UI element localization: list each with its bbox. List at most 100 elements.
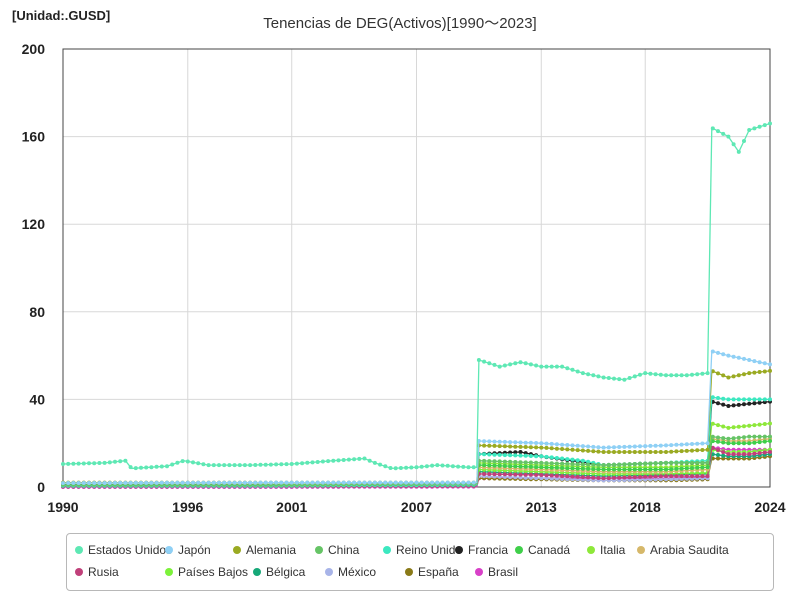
legend-item-arabia-saudita[interactable]: Arabia Saudita xyxy=(637,543,729,557)
legend-label: España xyxy=(418,565,459,579)
legend-item-rusia[interactable]: Rusia xyxy=(75,565,119,579)
data-point-estados-unidos xyxy=(430,463,435,468)
chart-title: Tenencias de DEG(Activos)[1990～2023] xyxy=(263,15,537,32)
data-point-rusia xyxy=(570,474,575,479)
data-point-alemania xyxy=(638,450,642,454)
data-point-estados-unidos xyxy=(185,459,190,464)
data-point-japon xyxy=(191,480,195,485)
data-point-canada xyxy=(752,440,757,445)
data-point-japon xyxy=(263,480,268,485)
data-point-china xyxy=(539,460,544,465)
data-point-china xyxy=(606,462,611,467)
legend-label: Alemania xyxy=(246,543,297,557)
legend-item-paises-bajos[interactable]: Países Bajos xyxy=(165,565,248,579)
legend-item-china[interactable]: China xyxy=(315,543,359,557)
data-point-china xyxy=(757,434,762,439)
data-point-china xyxy=(492,459,497,464)
data-point-reino-unido xyxy=(508,453,513,458)
data-point-japon xyxy=(320,480,325,485)
legend-item-canada[interactable]: Canadá xyxy=(515,543,570,557)
data-point-alemania xyxy=(502,444,507,449)
legend-label: Estados Unidos xyxy=(88,543,173,557)
legend-item-reino-unido[interactable]: Reino Unido xyxy=(383,543,462,557)
data-point-china xyxy=(565,461,570,466)
data-point-estados-unidos xyxy=(326,459,331,464)
x-tick-label: 1990 xyxy=(47,499,78,515)
data-point-estados-unidos xyxy=(492,362,497,367)
data-point-japon xyxy=(726,353,731,358)
data-point-estados-unidos xyxy=(716,129,720,134)
data-point-alemania xyxy=(586,448,591,453)
data-point-estados-unidos xyxy=(627,376,632,380)
legend-marker xyxy=(75,568,83,576)
legend-item-estados-unidos[interactable]: Estados Unidos xyxy=(75,543,172,557)
data-point-china xyxy=(586,462,591,467)
data-point-china xyxy=(596,462,601,467)
data-point-japon xyxy=(336,480,341,485)
data-point-rusia xyxy=(721,450,726,455)
data-point-alemania xyxy=(508,444,513,449)
data-point-china xyxy=(508,459,513,464)
data-point-reino-unido xyxy=(497,452,502,457)
data-point-rusia xyxy=(508,472,513,477)
data-point-china xyxy=(710,434,715,439)
data-point-rusia xyxy=(544,473,549,478)
data-point-japon xyxy=(487,439,492,444)
data-point-reino-unido xyxy=(768,397,772,402)
data-point-japon xyxy=(61,481,65,486)
data-point-estados-unidos xyxy=(466,465,471,470)
data-point-china xyxy=(487,459,492,464)
data-point-mexico xyxy=(648,477,653,482)
data-point-canada xyxy=(617,467,622,472)
data-point-reino-unido xyxy=(523,453,528,458)
data-point-canada xyxy=(679,466,684,471)
data-point-reino-unido xyxy=(580,458,585,463)
data-point-estados-unidos xyxy=(97,461,102,465)
data-point-japon xyxy=(679,442,684,447)
data-point-japon xyxy=(471,480,476,485)
legend-item-italia[interactable]: Italia xyxy=(587,543,625,557)
legend-marker xyxy=(165,568,173,576)
data-point-japon xyxy=(518,440,523,445)
data-point-estados-unidos xyxy=(336,458,341,463)
data-point-rusia xyxy=(679,474,684,479)
legend-item-belgica[interactable]: Bélgica xyxy=(253,565,305,579)
legend-item-espana[interactable]: España xyxy=(405,565,459,579)
data-point-rusia xyxy=(534,472,539,477)
data-point-alemania xyxy=(606,450,611,454)
legend-item-francia[interactable]: Francia xyxy=(455,543,508,557)
data-point-rusia xyxy=(731,452,736,457)
legend-item-mexico[interactable]: México xyxy=(325,565,376,579)
y-tick-label: 40 xyxy=(29,391,45,407)
data-point-estados-unidos xyxy=(232,463,237,468)
data-point-canada xyxy=(575,466,580,471)
data-point-estados-unidos xyxy=(372,460,377,465)
data-point-japon xyxy=(144,480,149,485)
data-point-canada xyxy=(601,467,606,472)
data-point-mexico xyxy=(632,477,637,482)
data-point-canada xyxy=(664,467,668,472)
data-point-estados-unidos xyxy=(113,459,117,464)
data-point-japon xyxy=(352,480,357,485)
data-point-espana xyxy=(721,456,726,461)
data-point-rusia xyxy=(539,473,544,477)
data-point-japon xyxy=(97,481,102,485)
data-point-japon xyxy=(242,480,247,485)
legend-item-brasil[interactable]: Brasil xyxy=(475,565,518,579)
legend-label: China xyxy=(328,543,360,557)
data-point-japon xyxy=(731,354,736,359)
data-point-china xyxy=(669,460,674,465)
data-point-rusia xyxy=(622,475,627,480)
data-point-japon xyxy=(560,442,565,447)
data-point-rusia xyxy=(695,474,700,479)
data-point-belgica xyxy=(716,453,720,457)
legend-item-alemania[interactable]: Alemania xyxy=(233,543,296,557)
legend-item-japon[interactable]: Japón xyxy=(165,543,211,557)
data-point-mexico xyxy=(679,476,684,481)
data-point-reino-unido xyxy=(747,397,752,402)
data-point-china xyxy=(716,435,720,440)
data-point-estados-unidos xyxy=(102,460,107,465)
data-point-rusia xyxy=(565,474,570,479)
legend-label: Japón xyxy=(178,543,211,557)
data-point-estados-unidos xyxy=(217,463,221,468)
